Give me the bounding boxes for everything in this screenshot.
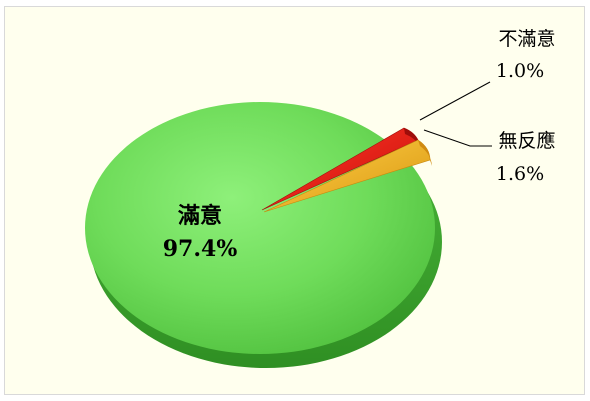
- leader-line-not-satisfied: [419, 81, 491, 121]
- label-satisfied-value: 97.4%: [163, 236, 238, 262]
- label-no-response-name: 無反應: [498, 129, 555, 152]
- pie-slice-not-satisfied-edge: [404, 128, 420, 146]
- leader-line-no-response: [423, 129, 492, 147]
- label-satisfied-name: 滿意: [178, 203, 222, 229]
- label-not-satisfied-name: 不滿意: [498, 28, 555, 50]
- pie-slice-no-response-edge: [418, 140, 432, 166]
- label-not-satisfied-value: 1.0%: [496, 60, 544, 82]
- pie-slice-satisfied: [85, 102, 435, 354]
- thin-slices: [261, 127, 432, 213]
- label-no-response-value: 1.6%: [496, 163, 544, 185]
